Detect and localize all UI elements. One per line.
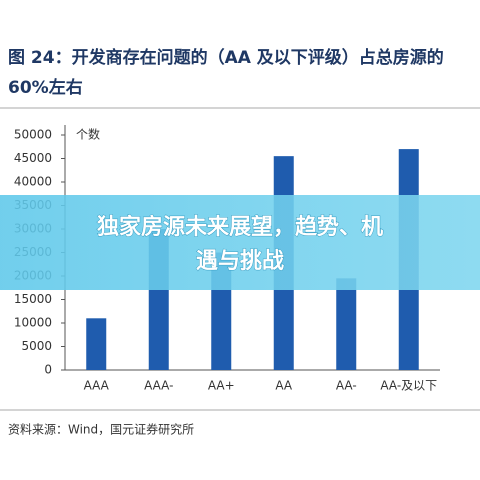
source: 资料来源：Wind，国元证券研究所 (8, 422, 194, 437)
x-tick-label: AAA- (144, 379, 173, 393)
x-tick-label: AA+ (208, 379, 235, 393)
banner-bg (0, 195, 480, 290)
chart-title: 图 24：开发商存在问题的（AA 及以下评级）占总房源的 (8, 47, 444, 68)
y-tick-label: 40000 (14, 175, 52, 189)
bar (86, 318, 107, 370)
banner-text: 遇与挑战 (196, 249, 284, 274)
y-tick-label: 5000 (21, 339, 52, 353)
y-axis-label: 个数 (76, 127, 100, 142)
x-tick-label: AA (275, 379, 293, 393)
y-tick-label: 10000 (14, 316, 52, 330)
x-tick-label: AA-及以下 (380, 379, 437, 393)
x-tick-label: AA- (336, 379, 357, 393)
y-tick-label: 50000 (14, 128, 52, 142)
y-tick-label: 15000 (14, 292, 52, 306)
banner-text: 独家房源未来展望，趋势、机 (97, 214, 383, 240)
x-tick-label: AAA (84, 379, 110, 393)
chart-title: 60%左右 (8, 77, 83, 98)
bar (336, 278, 357, 370)
y-tick-label: 0 (44, 363, 52, 377)
y-tick-label: 45000 (14, 151, 52, 165)
